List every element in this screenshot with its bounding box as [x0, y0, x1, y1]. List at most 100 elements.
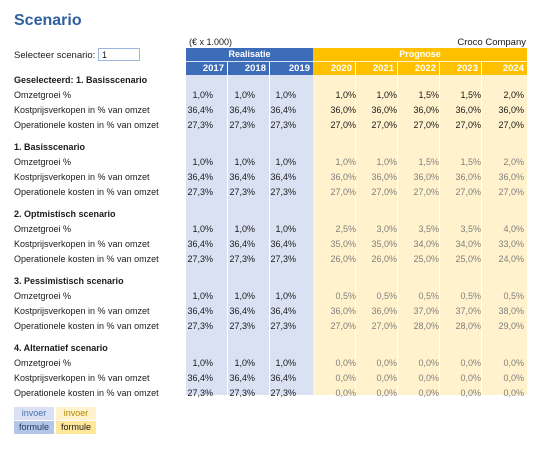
- realisatie-cell[interactable]: 1,0%: [192, 157, 213, 167]
- realisatie-cell[interactable]: 36,4%: [229, 172, 255, 182]
- prognose-cell[interactable]: 24,0%: [498, 254, 524, 264]
- realisatie-cell[interactable]: 1,0%: [275, 157, 296, 167]
- prognose-cell[interactable]: 27,0%: [413, 187, 439, 197]
- prognose-cell[interactable]: 27,0%: [413, 120, 439, 130]
- prognose-cell[interactable]: 36,0%: [498, 172, 524, 182]
- prognose-cell[interactable]: 1,5%: [460, 157, 481, 167]
- prognose-cell[interactable]: 0,0%: [376, 373, 397, 383]
- prognose-cell[interactable]: 35,0%: [330, 239, 356, 249]
- realisatie-cell[interactable]: 36,4%: [187, 172, 213, 182]
- realisatie-cell[interactable]: 27,3%: [229, 187, 255, 197]
- realisatie-cell[interactable]: 1,0%: [192, 90, 213, 100]
- prognose-cell[interactable]: 36,0%: [455, 105, 481, 115]
- realisatie-cell[interactable]: 27,3%: [187, 388, 213, 398]
- realisatie-cell[interactable]: 1,0%: [192, 224, 213, 234]
- prognose-cell[interactable]: 27,0%: [330, 120, 356, 130]
- prognose-cell[interactable]: 34,0%: [455, 239, 481, 249]
- realisatie-cell[interactable]: 36,4%: [270, 172, 296, 182]
- realisatie-cell[interactable]: 36,4%: [270, 306, 296, 316]
- prognose-cell[interactable]: 36,0%: [455, 172, 481, 182]
- prognose-cell[interactable]: 36,0%: [413, 172, 439, 182]
- realisatie-cell[interactable]: 36,4%: [270, 373, 296, 383]
- realisatie-cell[interactable]: 27,3%: [229, 321, 255, 331]
- prognose-cell[interactable]: 27,0%: [371, 120, 397, 130]
- realisatie-cell[interactable]: 27,3%: [270, 388, 296, 398]
- prognose-cell[interactable]: 27,0%: [330, 187, 356, 197]
- realisatie-cell[interactable]: 1,0%: [275, 224, 296, 234]
- prognose-cell[interactable]: 1,0%: [335, 90, 356, 100]
- realisatie-cell[interactable]: 1,0%: [192, 291, 213, 301]
- prognose-cell[interactable]: 1,0%: [376, 157, 397, 167]
- realisatie-cell[interactable]: 36,4%: [187, 373, 213, 383]
- realisatie-cell[interactable]: 1,0%: [234, 90, 255, 100]
- prognose-cell[interactable]: 0,5%: [335, 291, 356, 301]
- prognose-cell[interactable]: 36,0%: [330, 172, 356, 182]
- realisatie-cell[interactable]: 1,0%: [234, 358, 255, 368]
- realisatie-cell[interactable]: 36,4%: [270, 105, 296, 115]
- prognose-cell[interactable]: 1,5%: [418, 90, 439, 100]
- prognose-cell[interactable]: 36,0%: [330, 105, 356, 115]
- select-scenario-input[interactable]: 1: [98, 48, 140, 61]
- prognose-cell[interactable]: 0,0%: [376, 358, 397, 368]
- prognose-cell[interactable]: 38,0%: [498, 306, 524, 316]
- prognose-cell[interactable]: 0,0%: [418, 373, 439, 383]
- realisatie-cell[interactable]: 1,0%: [275, 90, 296, 100]
- prognose-cell[interactable]: 0,0%: [335, 358, 356, 368]
- realisatie-cell[interactable]: 27,3%: [229, 388, 255, 398]
- prognose-cell[interactable]: 0,0%: [418, 388, 439, 398]
- prognose-cell[interactable]: 0,0%: [460, 388, 481, 398]
- prognose-cell[interactable]: 1,0%: [376, 90, 397, 100]
- prognose-cell[interactable]: 36,0%: [371, 105, 397, 115]
- realisatie-cell[interactable]: 1,0%: [234, 224, 255, 234]
- prognose-cell[interactable]: 27,0%: [330, 321, 356, 331]
- prognose-cell[interactable]: 27,0%: [371, 187, 397, 197]
- realisatie-cell[interactable]: 1,0%: [275, 291, 296, 301]
- realisatie-cell[interactable]: 36,4%: [229, 105, 255, 115]
- prognose-cell[interactable]: 3,5%: [418, 224, 439, 234]
- prognose-cell[interactable]: 37,0%: [413, 306, 439, 316]
- prognose-cell[interactable]: 2,0%: [503, 90, 524, 100]
- prognose-cell[interactable]: 26,0%: [371, 254, 397, 264]
- prognose-cell[interactable]: 4,0%: [503, 224, 524, 234]
- realisatie-cell[interactable]: 1,0%: [234, 157, 255, 167]
- prognose-cell[interactable]: 3,5%: [460, 224, 481, 234]
- realisatie-cell[interactable]: 36,4%: [270, 239, 296, 249]
- prognose-cell[interactable]: 1,5%: [418, 157, 439, 167]
- prognose-cell[interactable]: 27,0%: [455, 187, 481, 197]
- prognose-cell[interactable]: 36,0%: [371, 172, 397, 182]
- realisatie-cell[interactable]: 27,3%: [187, 254, 213, 264]
- prognose-cell[interactable]: 0,5%: [376, 291, 397, 301]
- prognose-cell[interactable]: 36,0%: [330, 306, 356, 316]
- realisatie-cell[interactable]: 1,0%: [275, 358, 296, 368]
- prognose-cell[interactable]: 0,0%: [335, 373, 356, 383]
- prognose-cell[interactable]: 27,0%: [498, 120, 524, 130]
- prognose-cell[interactable]: 28,0%: [455, 321, 481, 331]
- realisatie-cell[interactable]: 27,3%: [229, 120, 255, 130]
- prognose-cell[interactable]: 28,0%: [413, 321, 439, 331]
- prognose-cell[interactable]: 0,5%: [460, 291, 481, 301]
- realisatie-cell[interactable]: 1,0%: [192, 358, 213, 368]
- realisatie-cell[interactable]: 36,4%: [229, 306, 255, 316]
- realisatie-cell[interactable]: 1,0%: [234, 291, 255, 301]
- realisatie-cell[interactable]: 27,3%: [187, 187, 213, 197]
- prognose-cell[interactable]: 0,0%: [376, 388, 397, 398]
- prognose-cell[interactable]: 0,0%: [460, 358, 481, 368]
- prognose-cell[interactable]: 25,0%: [413, 254, 439, 264]
- prognose-cell[interactable]: 27,0%: [455, 120, 481, 130]
- prognose-cell[interactable]: 0,5%: [418, 291, 439, 301]
- prognose-cell[interactable]: 1,5%: [460, 90, 481, 100]
- prognose-cell[interactable]: 27,0%: [371, 321, 397, 331]
- prognose-cell[interactable]: 26,0%: [330, 254, 356, 264]
- prognose-cell[interactable]: 3,0%: [376, 224, 397, 234]
- prognose-cell[interactable]: 0,0%: [503, 388, 524, 398]
- prognose-cell[interactable]: 0,0%: [503, 373, 524, 383]
- prognose-cell[interactable]: 27,0%: [498, 187, 524, 197]
- prognose-cell[interactable]: 36,0%: [413, 105, 439, 115]
- realisatie-cell[interactable]: 27,3%: [270, 187, 296, 197]
- realisatie-cell[interactable]: 36,4%: [187, 105, 213, 115]
- realisatie-cell[interactable]: 27,3%: [229, 254, 255, 264]
- prognose-cell[interactable]: 0,0%: [503, 358, 524, 368]
- realisatie-cell[interactable]: 36,4%: [187, 239, 213, 249]
- realisatie-cell[interactable]: 27,3%: [270, 254, 296, 264]
- prognose-cell[interactable]: 36,0%: [498, 105, 524, 115]
